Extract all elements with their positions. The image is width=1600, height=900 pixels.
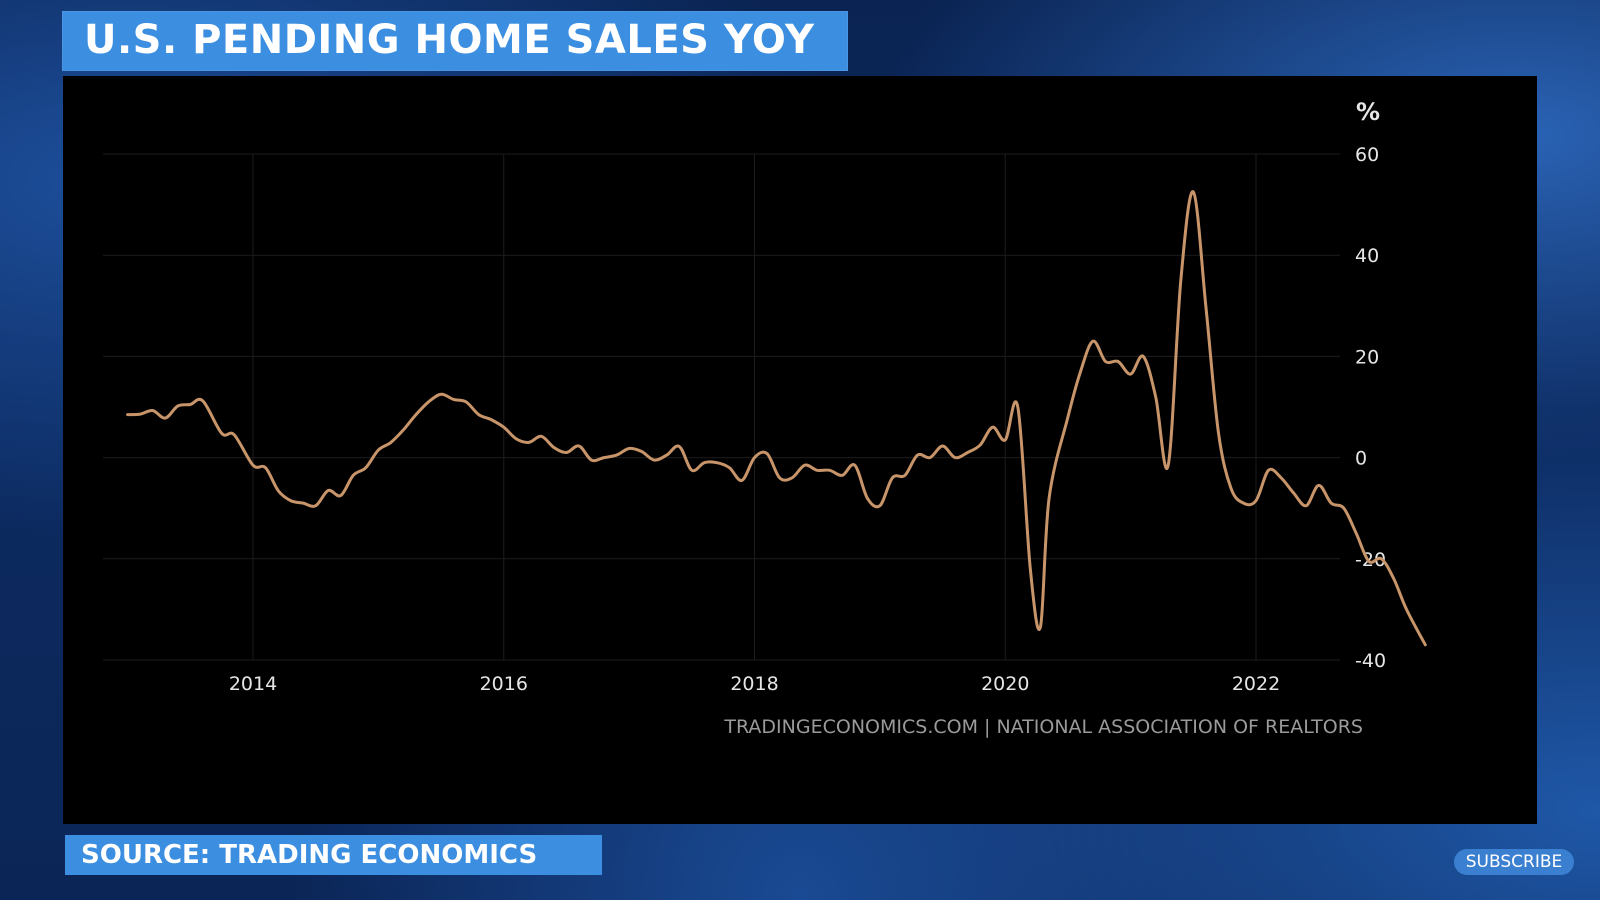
grid-layer (103, 153, 1340, 661)
x-tick-label: 2022 (1232, 673, 1280, 695)
source-watermark: TRADINGECONOMICS.COM | NATIONAL ASSOCIAT… (723, 716, 1363, 738)
y-tick-label: 0 (1355, 448, 1367, 470)
x-tick-label: 2020 (981, 673, 1029, 695)
line-chart: 60 40 20 0 -20 -40 2014 2016 2018 2020 2022 % TRA… (103, 98, 1427, 738)
x-tick-label: 2014 (229, 673, 277, 695)
x-axis-ticks: 2014 2016 2018 2020 2022 (229, 673, 1280, 695)
x-tick-label: 2016 (480, 673, 528, 695)
source-banner: SOURCE: TRADING ECONOMICS (65, 835, 602, 875)
series-line (126, 190, 1427, 647)
y-axis-unit-label: % (1356, 98, 1380, 126)
x-tick-label: 2018 (730, 673, 778, 695)
source-label: SOURCE: TRADING ECONOMICS (81, 840, 538, 870)
y-tick-label: -20 (1355, 549, 1386, 571)
chart-panel: 60 40 20 0 -20 -40 2014 2016 2018 2020 2022 % TRA… (63, 76, 1537, 824)
y-tick-label: 60 (1355, 144, 1379, 166)
title-banner: U.S. PENDING HOME SALES YOY (62, 11, 848, 71)
page-title: U.S. PENDING HOME SALES YOY (84, 17, 815, 63)
series-layer (126, 190, 1427, 647)
y-tick-label: 40 (1355, 245, 1379, 267)
subscribe-button[interactable]: SUBSCRIBE (1454, 849, 1574, 875)
y-tick-label: -40 (1355, 650, 1386, 672)
y-tick-label: 20 (1355, 346, 1379, 368)
y-axis-ticks: 60 40 20 0 -20 -40 (1355, 144, 1386, 672)
